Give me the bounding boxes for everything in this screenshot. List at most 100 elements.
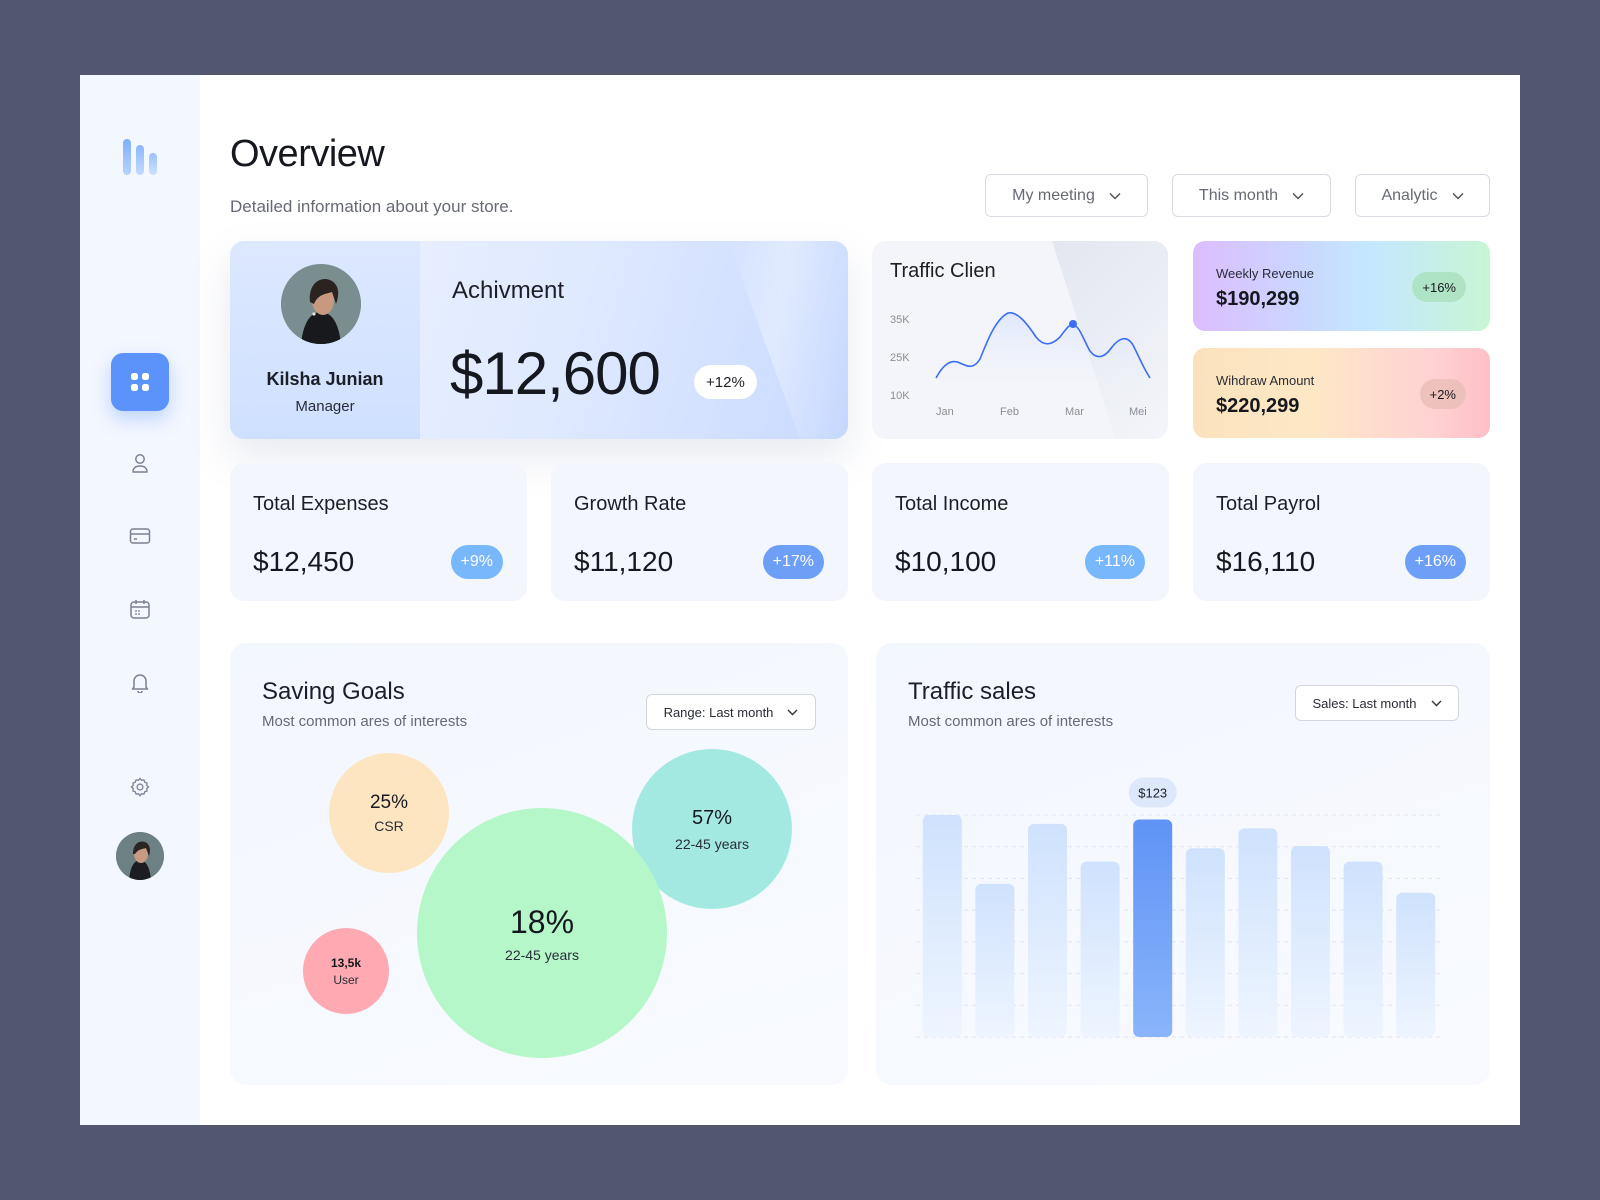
sidebar-item-settings[interactable] bbox=[111, 758, 169, 816]
x-tick-label: Mar bbox=[1065, 406, 1084, 418]
bubble-csr[interactable]: 25% CSR bbox=[329, 753, 449, 873]
profile-photo-icon bbox=[281, 264, 361, 344]
chevron-down-icon bbox=[1431, 700, 1442, 706]
bubble-label: CSR bbox=[374, 818, 404, 834]
achievement-change-badge: +12% bbox=[694, 365, 757, 399]
sidebar-item-profile[interactable] bbox=[111, 434, 169, 492]
stat-value: $16,110 bbox=[1216, 546, 1316, 577]
total-payroll-card: Total Payrol $16,110 +16% bbox=[1193, 463, 1490, 601]
bubble-value: 25% bbox=[369, 792, 409, 813]
chevron-down-icon bbox=[1292, 192, 1304, 200]
saving-range-dropdown[interactable]: Range: Last month bbox=[646, 694, 816, 730]
withdraw-amount-label: Wihdraw Amount bbox=[1216, 373, 1315, 388]
achievement-title: Achivment bbox=[452, 277, 565, 304]
bubble-label: User bbox=[333, 972, 359, 987]
sales-bar bbox=[922, 815, 962, 1037]
avatar[interactable] bbox=[116, 832, 164, 880]
stat-change-badge: +9% bbox=[450, 545, 503, 579]
chevron-down-icon bbox=[1109, 192, 1121, 200]
sales-range-dropdown[interactable]: Sales: Last month bbox=[1295, 685, 1459, 721]
stat-change-badge: +11% bbox=[1084, 545, 1145, 579]
traffic-sales-subtitle: Most common ares of interests bbox=[908, 713, 1114, 730]
sales-bar bbox=[1028, 823, 1067, 1037]
chevron-down-icon bbox=[787, 709, 798, 715]
sales-bar bbox=[1185, 848, 1225, 1037]
sales-bar bbox=[1291, 846, 1330, 1037]
stat-title: Total Expenses bbox=[253, 493, 389, 515]
profile-photo bbox=[281, 264, 361, 344]
calendar-icon bbox=[130, 600, 150, 619]
withdraw-amount-change-badge: +2% bbox=[1419, 379, 1466, 409]
user-icon bbox=[132, 454, 148, 473]
stat-title: Growth Rate bbox=[574, 493, 687, 515]
grid-icon bbox=[131, 373, 149, 391]
x-tick-label: Jan bbox=[936, 406, 954, 418]
weekly-revenue-value: $190,299 bbox=[1216, 288, 1300, 310]
period-dropdown[interactable]: This month bbox=[1172, 174, 1331, 217]
y-tick-label: 10K bbox=[890, 390, 910, 402]
weekly-revenue-change-badge: +16% bbox=[1412, 272, 1466, 302]
sales-bar bbox=[1238, 828, 1278, 1037]
bubble-18[interactable]: 18% 22-45 years bbox=[417, 808, 667, 1058]
x-tick-label: Feb bbox=[1000, 406, 1019, 418]
withdraw-amount-card: Wihdraw Amount $220,299 +2% bbox=[1193, 348, 1490, 438]
dashboard-window: Overview Detailed information about your… bbox=[80, 75, 1520, 1125]
saving-goals-panel: Saving Goals Most common ares of interes… bbox=[230, 643, 848, 1085]
traffic-line bbox=[935, 312, 1151, 379]
saving-goals-title: Saving Goals bbox=[262, 678, 405, 705]
credit-card-icon bbox=[129, 528, 151, 544]
sales-range-label: Sales: Last month bbox=[1312, 695, 1417, 711]
traffic-point bbox=[1069, 320, 1077, 328]
sidebar bbox=[80, 75, 200, 1125]
stat-change-badge: +17% bbox=[762, 545, 824, 579]
stat-change-badge: +16% bbox=[1404, 545, 1466, 579]
bubble-label: 22-45 years bbox=[675, 835, 749, 852]
y-tick-label: 35K bbox=[890, 314, 910, 326]
total-income-card: Total Income $10,100 +11% bbox=[872, 463, 1169, 601]
sidebar-item-notifications[interactable] bbox=[111, 653, 169, 711]
traffic-sales-title: Traffic sales bbox=[908, 678, 1037, 705]
traffic-client-chart: 35K 25K 10K Jan Feb Mar Mei bbox=[890, 312, 1151, 418]
sales-bar bbox=[1080, 861, 1120, 1037]
bubble-value: 18% bbox=[509, 903, 575, 940]
traffic-client-title: Traffic Clien bbox=[890, 260, 996, 282]
sales-bar bbox=[1343, 861, 1383, 1037]
period-dropdown-label: This month bbox=[1198, 186, 1279, 204]
growth-rate-card: Growth Rate $11,120 +17% bbox=[551, 463, 848, 601]
weekly-revenue-label: Weekly Revenue bbox=[1216, 266, 1315, 281]
total-expenses-card: Total Expenses $12,450 +9% bbox=[230, 463, 527, 601]
sidebar-item-calendar[interactable] bbox=[111, 580, 169, 638]
bubble-users[interactable]: 13,5k User bbox=[303, 928, 389, 1014]
stat-value: $12,450 bbox=[253, 546, 355, 577]
achievement-value: $12,600 bbox=[450, 340, 661, 407]
bell-icon bbox=[131, 674, 149, 693]
meeting-dropdown-label: My meeting bbox=[1012, 186, 1095, 204]
bubble-value: 57% bbox=[691, 806, 733, 829]
withdraw-amount-value: $220,299 bbox=[1216, 395, 1300, 417]
profile-name: Kilsha Junian bbox=[266, 369, 384, 389]
meeting-dropdown[interactable]: My meeting bbox=[985, 174, 1148, 217]
bubble-57[interactable]: 57% 22-45 years bbox=[632, 749, 792, 909]
avatar-photo-icon bbox=[116, 832, 164, 880]
bubble-value: 13,5k bbox=[330, 955, 362, 970]
stat-value: $11,120 bbox=[574, 546, 674, 577]
achievement-card: Kilsha Junian Manager Achivment $12,600 … bbox=[230, 241, 848, 439]
bar-value-label: $123 bbox=[1138, 785, 1167, 800]
traffic-sales-panel: Traffic sales Most common ares of intere… bbox=[876, 643, 1490, 1085]
saving-range-label: Range: Last month bbox=[663, 704, 774, 720]
sidebar-item-dashboard[interactable] bbox=[111, 353, 169, 411]
traffic-sales-chart: $123 bbox=[916, 777, 1442, 1038]
analytic-dropdown[interactable]: Analytic bbox=[1355, 174, 1490, 217]
page-subtitle: Detailed information about your store. bbox=[230, 197, 514, 216]
analytic-dropdown-label: Analytic bbox=[1381, 186, 1438, 204]
saving-goals-subtitle: Most common ares of interests bbox=[262, 713, 468, 730]
weekly-revenue-card: Weekly Revenue $190,299 +16% bbox=[1193, 241, 1490, 331]
bubble-label: 22-45 years bbox=[505, 946, 579, 963]
profile-role: Manager bbox=[295, 398, 355, 415]
sales-bar bbox=[975, 883, 1015, 1037]
traffic-area bbox=[936, 312, 1150, 391]
x-tick-label: Mei bbox=[1129, 406, 1147, 418]
sidebar-item-cards[interactable] bbox=[111, 507, 169, 565]
logo-icon[interactable] bbox=[123, 137, 159, 175]
bar-value-badge bbox=[1128, 777, 1177, 808]
